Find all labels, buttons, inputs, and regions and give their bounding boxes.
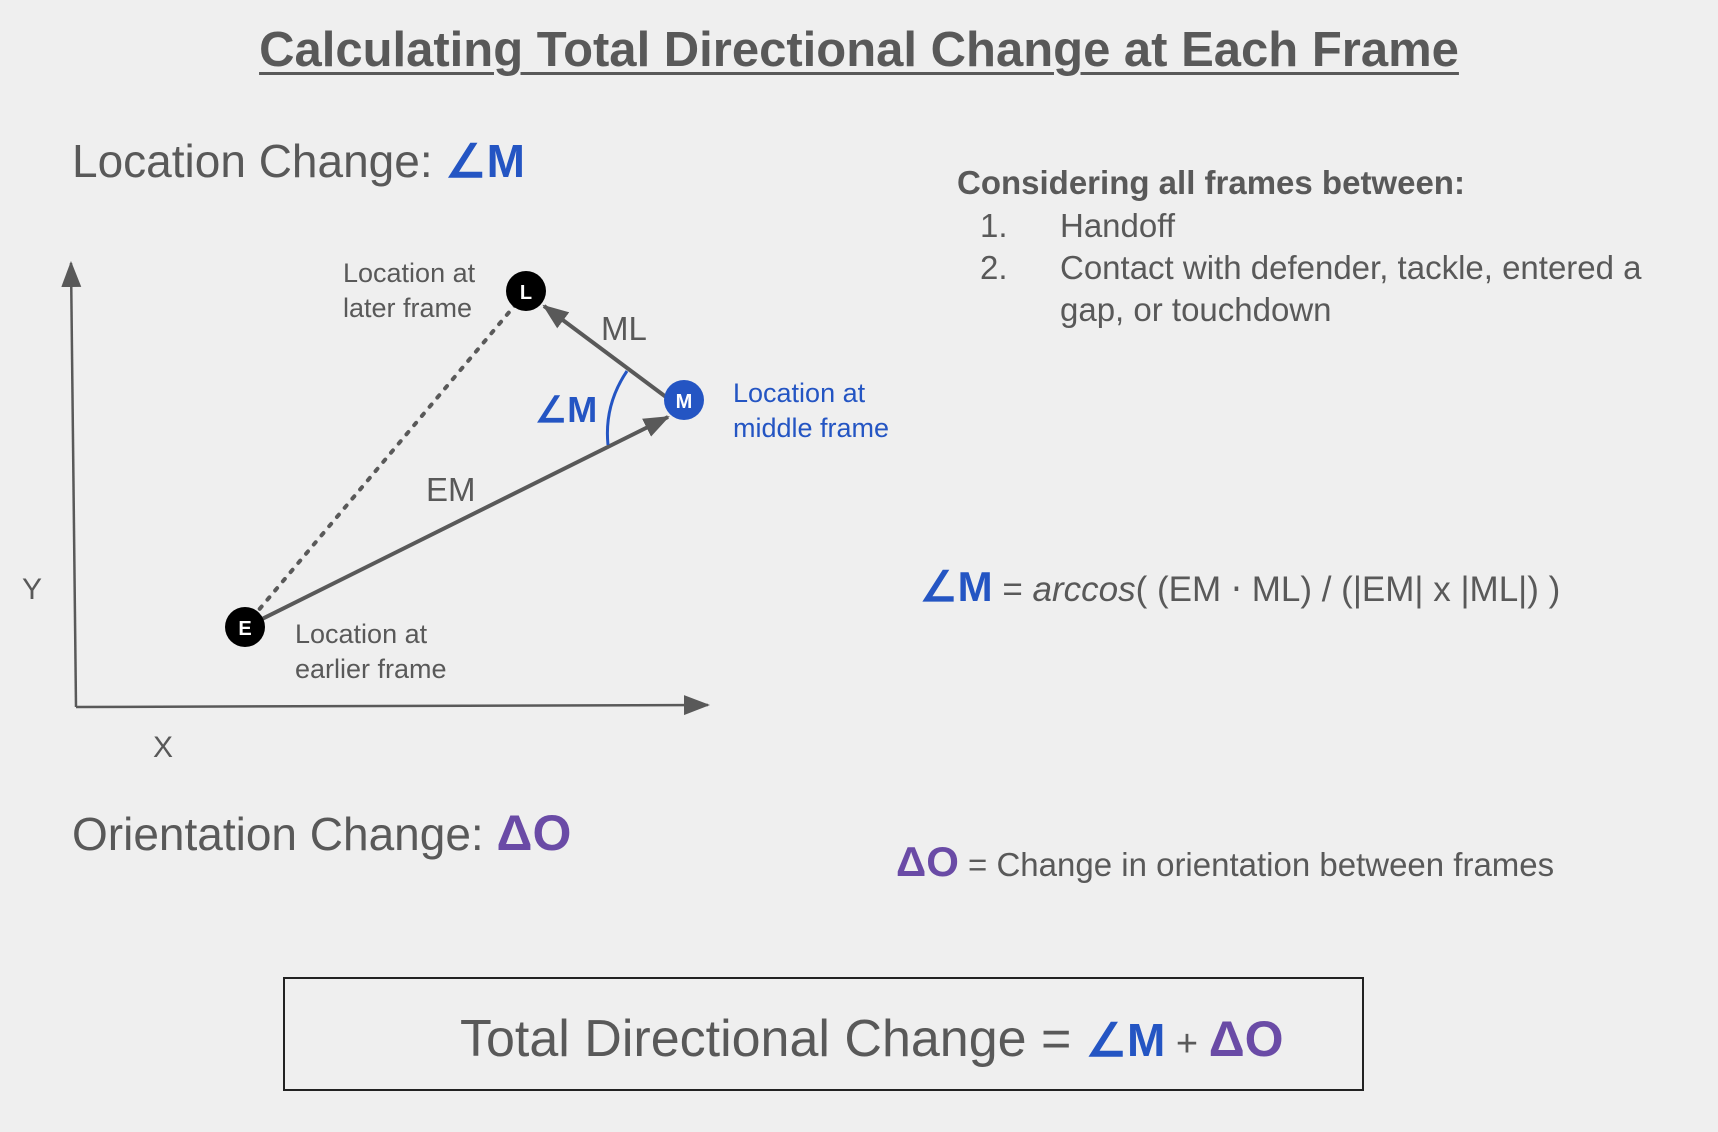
delta-o-symbol: ΔO xyxy=(896,838,959,885)
frames-heading: Considering all frames between: xyxy=(957,164,1465,201)
angle-label: ∠M xyxy=(535,389,597,430)
point-l xyxy=(506,271,546,311)
frames-list: 1. Handoff 2. Contact with defender, tac… xyxy=(980,205,1660,331)
list-item: 2. Contact with defender, tackle, entere… xyxy=(980,247,1660,331)
point-e xyxy=(225,607,265,647)
vector-em-label: EM xyxy=(426,471,476,508)
point-m-letter: M xyxy=(676,391,693,413)
vector-ml xyxy=(542,304,668,399)
point-m-label-line1: Location at xyxy=(733,378,866,408)
point-e-letter: E xyxy=(238,618,251,640)
point-e-label-line1: Location at xyxy=(295,619,428,649)
formula-func: arccos xyxy=(1032,570,1136,609)
total-formula: Total Directional Change = ∠M + ΔO xyxy=(460,1009,1284,1069)
point-l-letter: L xyxy=(520,282,532,304)
formula-body: ( (EM ⋅ ML) / (|EM| x |ML|) ) xyxy=(1135,570,1561,609)
list-item-number: 2. xyxy=(980,249,1008,286)
page-title: Calculating Total Directional Change at … xyxy=(259,23,1459,77)
y-axis-label: Y xyxy=(22,573,42,606)
delta-o-symbol: ΔO xyxy=(496,805,572,861)
angle-arc xyxy=(605,370,629,446)
point-l-label-line1: Location at xyxy=(343,258,476,288)
total-label: Total Directional Change = xyxy=(460,1010,1086,1068)
point-e-label-line2: earlier frame xyxy=(295,654,447,684)
total-box xyxy=(283,977,1364,1091)
delta-o-symbol: ΔO xyxy=(1208,1011,1284,1067)
vector-ml-label: ML xyxy=(601,310,647,347)
orientation-change-label: Orientation Change: xyxy=(72,808,484,860)
orientation-change-heading: Orientation Change: ΔO xyxy=(72,804,571,862)
angle-m-symbol: ∠M xyxy=(920,563,993,610)
x-axis xyxy=(75,695,710,716)
angle-m-symbol: ∠M xyxy=(1085,1014,1166,1066)
vector-em xyxy=(245,415,670,629)
list-item-text: Contact with defender, tackle, entered a… xyxy=(1060,249,1642,328)
formula-equals: = xyxy=(992,570,1033,609)
location-change-heading: Location Change: ∠M xyxy=(72,134,525,188)
point-m xyxy=(664,380,704,420)
y-axis xyxy=(61,261,82,708)
orientation-formula: ΔO = Change in orientation between frame… xyxy=(896,838,1554,886)
angle-formula: ∠M = arccos( (EM ⋅ ML) / (|EM| x |ML|) ) xyxy=(920,562,1560,611)
point-l-label-line2: later frame xyxy=(343,293,472,323)
plus-sign: + xyxy=(1165,1023,1209,1065)
point-m-label-line2: middle frame xyxy=(733,413,889,443)
list-item-text: Handoff xyxy=(1060,207,1175,244)
list-item-number: 1. xyxy=(980,207,1008,244)
x-axis-label: X xyxy=(153,731,173,764)
angle-m-symbol: ∠M xyxy=(445,135,525,187)
list-item: 1. Handoff xyxy=(980,205,1660,247)
dotted-line-el xyxy=(250,302,518,620)
location-change-label: Location Change: xyxy=(72,135,433,187)
orientation-formula-text: = Change in orientation between frames xyxy=(958,846,1555,883)
